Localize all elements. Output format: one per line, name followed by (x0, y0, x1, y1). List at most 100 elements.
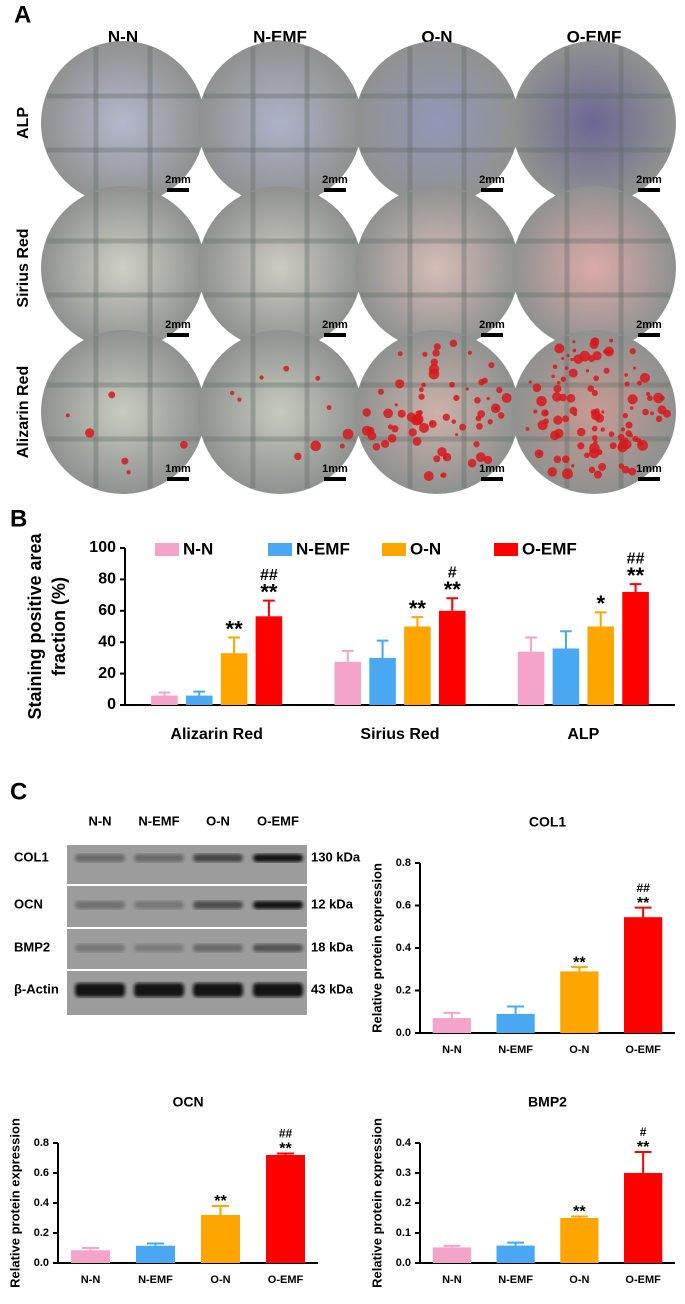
stained-well-image (198, 41, 362, 205)
error-bar (376, 639, 389, 658)
significance-stars: ** (637, 1139, 650, 1156)
stain-spot (310, 440, 322, 452)
error-bar (560, 630, 572, 649)
stain-spot (642, 408, 649, 416)
error-bar (443, 1244, 461, 1248)
significance-hashes: ## (260, 567, 278, 584)
lane-label: O-EMF (257, 813, 299, 828)
stain-spot (662, 409, 671, 418)
stain-spot (566, 393, 576, 403)
stain-spot (587, 385, 595, 392)
scale-bar-label: 2mm (322, 174, 348, 186)
stain-spot (418, 422, 430, 433)
row-label: Sirius Red (15, 228, 32, 307)
bar (432, 1018, 471, 1033)
stain-spot (552, 392, 562, 402)
x-tick-label: O-EMF (625, 1044, 661, 1056)
y-tick-label: 0.6 (34, 1167, 49, 1179)
stain-spot (592, 351, 602, 361)
stain-spot (536, 395, 547, 407)
scale-bar-label: 2mm (165, 174, 191, 186)
stain-spot (442, 413, 450, 421)
bar (151, 695, 178, 705)
scale-bar (481, 333, 503, 337)
significance-stars: ** (279, 1141, 292, 1158)
y-axis-label: Relative protein expression (369, 1118, 384, 1288)
stain-spot (501, 393, 512, 403)
stain-spot (547, 467, 558, 477)
stain-spot (422, 351, 428, 357)
scale-bar-label: 1mm (165, 463, 191, 475)
stain-spot (459, 423, 467, 431)
stain-spot (556, 380, 561, 385)
stained-well-image (198, 186, 362, 350)
x-tick-label: N-N (81, 1274, 101, 1286)
stain-spot (603, 367, 610, 374)
blot-band (134, 854, 184, 862)
stain-spot (591, 389, 598, 397)
legend-swatch (268, 543, 292, 556)
protein-label: OCN (14, 896, 43, 911)
bar (185, 695, 213, 705)
bar (517, 651, 545, 705)
chart-title: COL1 (529, 814, 567, 830)
stain-spot (441, 472, 447, 478)
stain-spot (421, 382, 426, 388)
error-bar (341, 649, 354, 662)
stain-spot (594, 408, 600, 414)
stain-spot (449, 381, 455, 388)
stain-spot (639, 372, 650, 383)
stain-spot (590, 337, 600, 347)
bar (438, 610, 466, 705)
stain-spot (525, 426, 530, 431)
x-tick-label: O-N (569, 1044, 589, 1056)
stain-spot (342, 428, 354, 440)
error-bar (446, 597, 459, 611)
stain-spot (541, 409, 549, 417)
legend-label: N-EMF (296, 539, 350, 558)
stain-spot (621, 465, 630, 474)
stain-spot (85, 428, 95, 438)
stain-spot (451, 419, 456, 424)
stain-spot (432, 349, 440, 357)
stain-spot (474, 397, 481, 404)
bar (432, 1247, 471, 1263)
bar (266, 1155, 305, 1263)
error-bar (594, 611, 607, 627)
stain-spot (560, 376, 567, 382)
error-bar (276, 1152, 295, 1155)
significance-hashes: ## (636, 881, 650, 895)
y-tick-label: 0.4 (396, 942, 412, 954)
stain-spot (467, 350, 472, 355)
significance-stars: ** (409, 596, 427, 621)
stained-well-image (355, 41, 519, 205)
lane-label: N-EMF (138, 813, 179, 828)
stain-spot (428, 363, 440, 375)
stain-spot (553, 455, 562, 464)
significance-hashes: ## (627, 550, 645, 567)
y-axis-label: Relative protein expression (369, 863, 384, 1033)
scale-bar (481, 477, 503, 481)
error-bar (228, 636, 240, 654)
stain-spot (553, 415, 563, 425)
error-bar (629, 583, 642, 592)
x-tick-label: N-N (442, 1274, 462, 1286)
x-tick-label: O-N (210, 1274, 230, 1286)
bar (560, 971, 599, 1033)
blot-band (193, 854, 243, 862)
stain-spot (627, 394, 638, 405)
y-tick-label: 0.6 (396, 899, 411, 911)
scale-bar-label: 1mm (479, 463, 505, 475)
scale-bar-label: 2mm (322, 319, 348, 331)
stained-well-image (41, 41, 205, 205)
y-tick-label: 0.2 (396, 1197, 411, 1209)
stain-spot (595, 413, 605, 423)
size-label: 130 kDa (311, 849, 361, 864)
significance-hashes: ## (279, 1127, 293, 1141)
stain-spot (650, 411, 654, 416)
scale-bar (324, 477, 346, 481)
stain-spot (418, 393, 425, 400)
lane-label: N-N (88, 813, 111, 828)
stain-spot (542, 418, 549, 425)
